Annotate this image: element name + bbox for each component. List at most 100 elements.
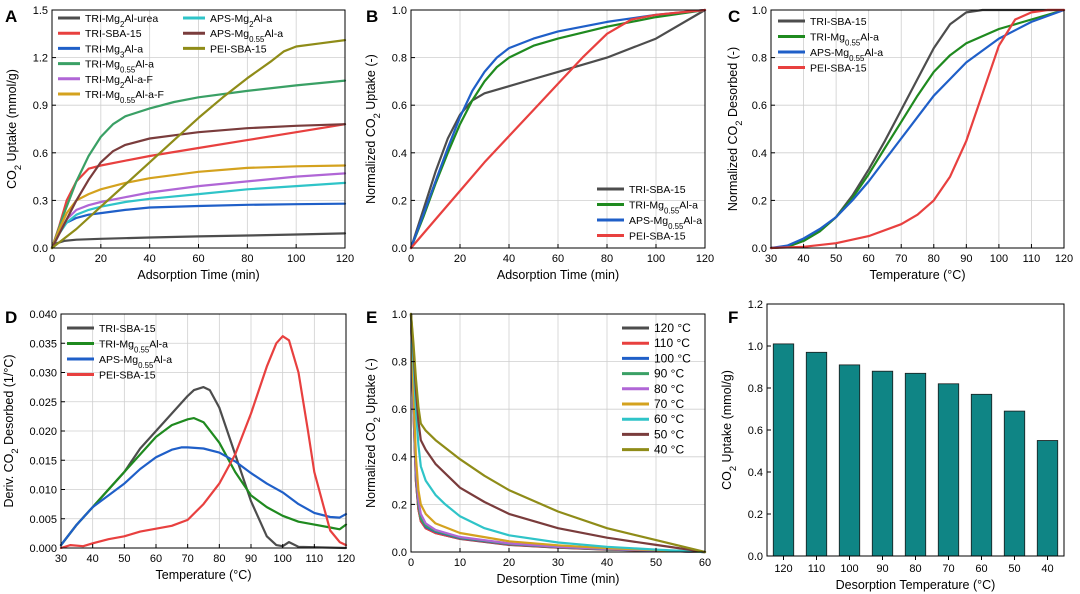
legend-label-50-c-main: 50 °C — [654, 427, 684, 441]
y-tick-label: 0.4 — [748, 467, 763, 479]
x-tick-label: 100 — [840, 563, 858, 575]
x-tick-label: 110 — [808, 563, 826, 575]
legend-label-80-c: 80 °C — [654, 382, 684, 396]
legend-label-tri-mg0-55al-a-sub: 0.55 — [664, 206, 680, 215]
panel-letter-f: F — [728, 308, 738, 327]
y-tick-label: 0.015 — [29, 455, 57, 467]
legend-label-aps-mg0-55al-a-tail: Al-a — [683, 215, 702, 227]
y-tick-label: 0.0 — [748, 551, 763, 563]
legend-label-aps-mg0-55al-a-main: APS-Mg — [99, 354, 138, 366]
legend-label-tri-mg0-55al-a-tail: Al-a — [135, 59, 154, 71]
x-tick-label: 20 — [95, 253, 107, 265]
legend-label-aps-mg0-55al-a-sub: 0.55 — [138, 361, 154, 370]
legend-label-40-c: 40 °C — [654, 443, 684, 457]
legend-label-tri-mg0-55al-a-sub: 0.55 — [120, 65, 136, 74]
legend: TRI-SBA-15TRI-Mg0.55Al-aAPS-Mg0.55Al-aPE… — [778, 16, 883, 75]
x-axis-title: Temperature (°C) — [156, 568, 252, 582]
x-tick-label: 70 — [895, 253, 907, 265]
legend-label-tri-mg3al-a-tail: Al-a — [124, 43, 143, 55]
y-axis-title-part: Normalized CO — [364, 422, 378, 508]
y-axis-title-part: Uptake (-) — [364, 358, 378, 417]
x-tick-label: 120 — [337, 553, 355, 565]
y-tick-label: 0.8 — [392, 53, 407, 65]
legend-label-tri-mg0-55al-a: TRI-Mg0.55Al-a — [629, 200, 698, 216]
legend-label-pei-sba-15: PEI-SBA-15 — [210, 43, 267, 55]
legend-label-aps-mg2al-a: APS-Mg2Al-a — [210, 13, 272, 29]
y-axis-title-sub: 2 — [372, 113, 382, 118]
legend-label-70-c-main: 70 °C — [654, 397, 684, 411]
y-tick-label: 0.030 — [29, 368, 57, 380]
series-line-pei-sba-15 — [50, 38, 347, 250]
x-tick-label: 90 — [960, 253, 972, 265]
y-tick-label: 0.000 — [29, 543, 57, 555]
legend-label-50-c: 50 °C — [654, 427, 684, 441]
x-tick-label: 50 — [1008, 563, 1020, 575]
legend-label-tri-mg0-55al-a-f-tail: Al-a-F — [135, 89, 164, 101]
x-tick-label: 90 — [876, 563, 888, 575]
series-line-pei-sba-15 — [409, 8, 707, 250]
series-line-aps-mg0-55al-a — [409, 8, 707, 250]
x-tick-label: 120 — [1055, 253, 1073, 265]
x-tick-label: 70 — [942, 563, 954, 575]
y-tick-label: 0.2 — [752, 195, 767, 207]
x-tick-label: 40 — [1041, 563, 1053, 575]
legend-label-tri-mg0-55al-a: TRI-Mg0.55Al-a — [99, 339, 168, 355]
panel-f: F 120 110 100 90 80 70 60 50 40 0.0 0.2 0.4 0.6 0.8 1.0… — [720, 299, 1065, 592]
bar-70 — [937, 383, 960, 557]
legend-label-110-c: 110 °C — [654, 336, 690, 350]
series-line-aps-mg2al-a — [50, 181, 347, 250]
y-tick-label: 0.6 — [33, 148, 48, 160]
y-tick-label: 0.8 — [748, 383, 763, 395]
series-line-pei-sba-15 — [59, 335, 348, 550]
legend-label-tri-mg0-55al-a: TRI-Mg0.55Al-a — [810, 32, 879, 48]
x-tick-label: 110 — [306, 553, 324, 565]
bar-110 — [805, 351, 828, 557]
x-tick-label: 20 — [503, 557, 515, 569]
series-line-aps-mg0-55al-a — [50, 123, 347, 250]
panel-e: E 0 10 20 30 40 50 60 0.0 0.2 0.4 0.6 0.8 1.0 Desorpti… — [364, 308, 711, 586]
series-line-pei-sba-15 — [769, 8, 1066, 250]
y-axis-title-part: CO — [720, 471, 734, 490]
x-tick-label: 80 — [241, 253, 253, 265]
legend-label-80-c-main: 80 °C — [654, 382, 684, 396]
y-tick-label: 1.0 — [748, 341, 763, 353]
legend-label-tri-mg2al-a-f-sub: 2 — [120, 80, 124, 89]
x-tick-label: 110 — [1023, 253, 1041, 265]
y-axis-title-part: CO — [5, 170, 19, 189]
legend: TRI-SBA-15TRI-Mg0.55Al-aAPS-Mg0.55Al-aPE… — [67, 323, 172, 382]
y-axis-title: Normalized CO2 Uptake (-) — [364, 54, 382, 204]
bar-90 — [871, 370, 894, 557]
y-axis-title-part: Desorbed (1/°C) — [2, 354, 16, 448]
legend-label-60-c-main: 60 °C — [654, 412, 684, 426]
legend-label-pei-sba-15: PEI-SBA-15 — [99, 370, 156, 382]
y-axis-title-sub: 2 — [13, 165, 23, 170]
x-tick-label: 30 — [765, 253, 777, 265]
x-tick-label: 40 — [87, 553, 99, 565]
y-tick-label: 1.0 — [392, 309, 407, 321]
legend-label-90-c: 90 °C — [654, 367, 684, 381]
legend-label-tri-sba-15: TRI-SBA-15 — [99, 323, 156, 335]
y-tick-label: 0.2 — [748, 509, 763, 521]
legend-label-tri-mg2al-a-f: TRI-Mg2Al-a-F — [85, 74, 153, 90]
y-axis-title-part: Desorbed (-) — [726, 47, 740, 121]
legend-label-aps-mg2al-a-sub: 2 — [249, 20, 253, 29]
legend-label-aps-mg2al-a-main: APS-Mg — [210, 13, 249, 25]
legend-label-tri-mg2al-urea-sub: 2 — [120, 20, 124, 29]
legend-label-aps-mg0-55al-a-main: APS-Mg — [210, 28, 249, 40]
legend-label-tri-sba-15-main: TRI-SBA-15 — [99, 323, 156, 335]
x-axis-title: Adsorption Time (min) — [497, 268, 619, 282]
legend: TRI-SBA-15TRI-Mg0.55Al-aAPS-Mg0.55Al-aPE… — [597, 184, 702, 243]
x-tick-label: 40 — [797, 253, 809, 265]
x-tick-label: 60 — [150, 553, 162, 565]
legend-label-tri-sba-15-main: TRI-SBA-15 — [85, 28, 142, 40]
series-line-tri-sba-15 — [769, 8, 1066, 250]
x-tick-label: 120 — [774, 563, 792, 575]
legend-label-tri-mg3al-a: TRI-Mg3Al-a — [85, 43, 143, 59]
x-axis-title: Temperature (°C) — [870, 268, 966, 282]
x-tick-label: 40 — [503, 253, 515, 265]
legend-label-pei-sba-15-main: PEI-SBA-15 — [810, 63, 867, 75]
x-tick-label: 20 — [454, 253, 466, 265]
legend-label-tri-mg2al-urea-main: TRI-Mg — [85, 13, 120, 25]
legend-label-pei-sba-15-main: PEI-SBA-15 — [629, 231, 686, 243]
series-line-aps-mg0-55al-a — [769, 8, 1066, 250]
